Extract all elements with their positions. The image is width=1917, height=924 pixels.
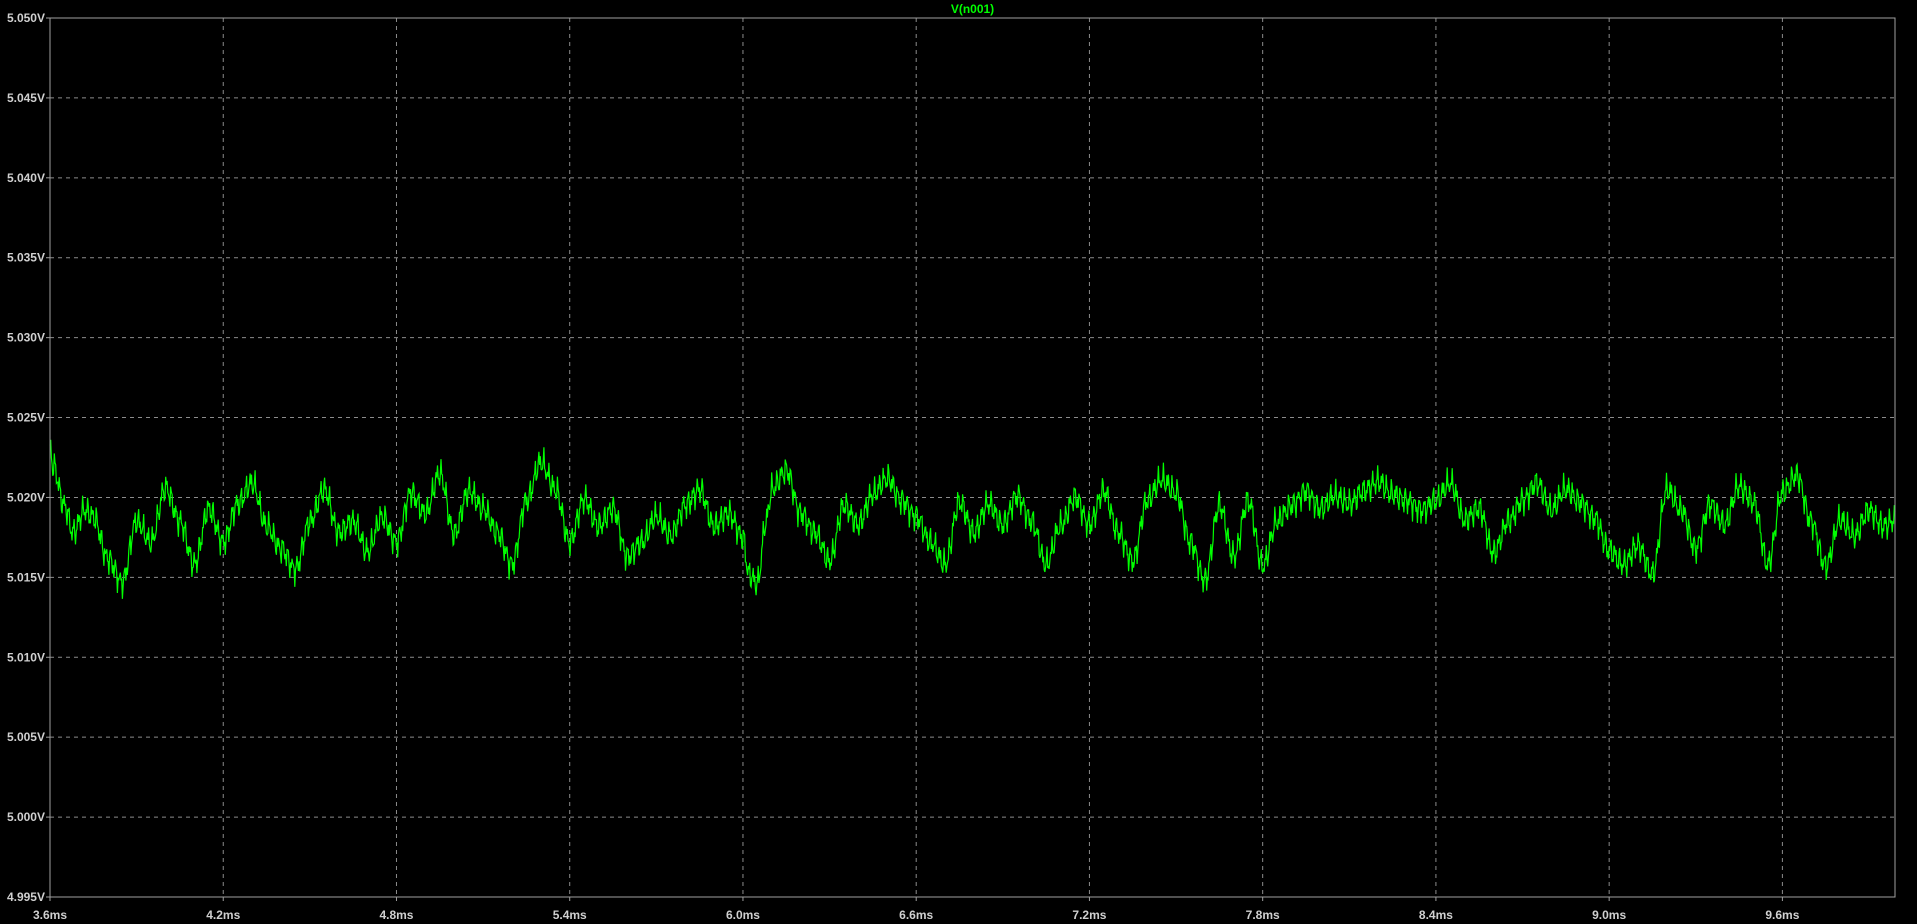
y-tick-label: 5.000V: [7, 810, 45, 824]
grid-layer: [50, 18, 1895, 897]
y-tick-label: 5.045V: [7, 91, 45, 105]
x-tick-label: 4.8ms: [379, 908, 413, 922]
series-line-v-n001[interactable]: [49, 439, 1896, 599]
trace-label-v-n001[interactable]: V(n001): [951, 2, 994, 16]
y-tick-label: 5.005V: [7, 730, 45, 744]
x-tick-label: 3.6ms: [33, 908, 67, 922]
y-tick-label: 5.020V: [7, 490, 45, 504]
y-tick-label: 5.010V: [7, 650, 45, 664]
x-tick-label: 5.4ms: [553, 908, 587, 922]
x-tick-label: 7.8ms: [1246, 908, 1280, 922]
y-tick-label: 5.035V: [7, 251, 45, 265]
y-tick-label: 5.030V: [7, 331, 45, 345]
y-tick-label: 5.025V: [7, 411, 45, 425]
y-tick-label: 5.040V: [7, 171, 45, 185]
x-tick-label: 9.6ms: [1765, 908, 1799, 922]
y-tick-label: 4.995V: [7, 890, 45, 904]
x-tick-label: 4.2ms: [206, 908, 240, 922]
plot-frame: [49, 17, 1896, 898]
x-tick-label: 9.0ms: [1592, 908, 1626, 922]
y-axis-ticks: 4.995V 5.000V 5.005V 5.010V 5.015V 5.020V 5.02…: [7, 11, 50, 904]
trace-layer: [49, 439, 1896, 599]
x-tick-label: 8.4ms: [1419, 908, 1453, 922]
x-tick-label: 6.0ms: [726, 908, 760, 922]
x-tick-label: 7.2ms: [1072, 908, 1106, 922]
x-axis-ticks: 3.6ms 4.2ms 4.8ms 5.4ms 6.0ms 6.6ms 7.2ms 7.8ms…: [33, 897, 1800, 922]
y-tick-label: 5.050V: [7, 11, 45, 25]
y-tick-label: 5.015V: [7, 570, 45, 584]
x-tick-label: 6.6ms: [899, 908, 933, 922]
